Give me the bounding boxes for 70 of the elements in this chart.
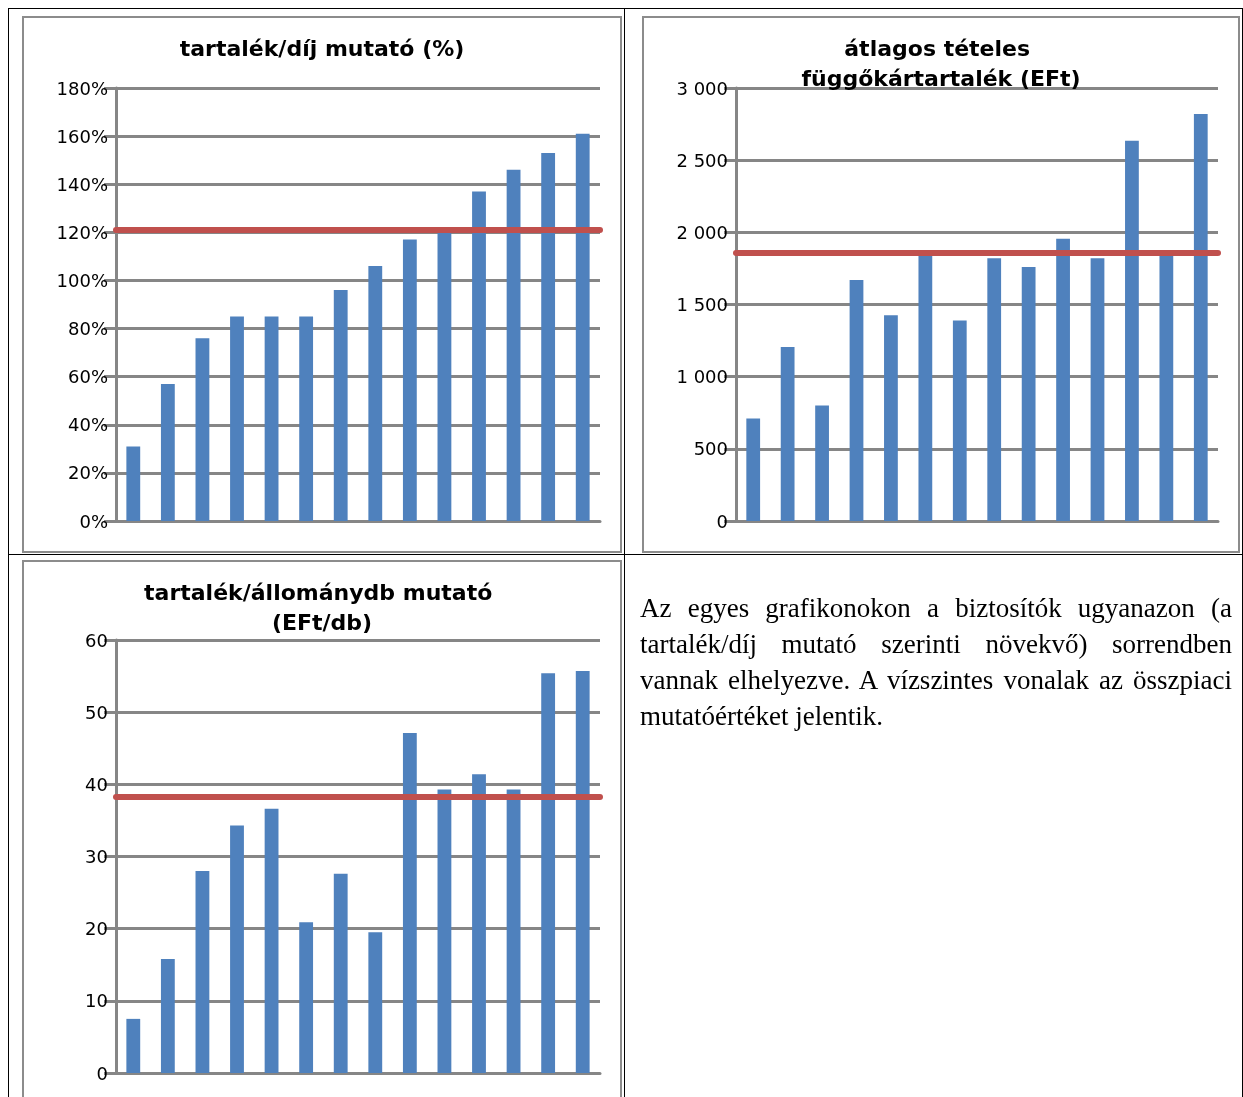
bar [299,922,314,1073]
bar [472,774,486,1073]
bar [1125,140,1139,521]
bar [230,825,244,1073]
bar [333,873,348,1073]
bar [746,418,761,521]
y-tick-label: 500 [693,438,728,460]
y-tick-label: 180% [56,77,108,99]
bar [160,383,175,521]
bar [541,152,556,521]
bar [126,1018,141,1073]
bar [437,232,452,521]
bar [402,733,417,1073]
y-tick-label: 120% [56,221,108,243]
bar [918,253,933,521]
bar [195,870,210,1073]
y-tick-label: 0 [716,510,728,532]
y-tick-label: 1 500 [676,294,728,315]
bar [368,266,383,521]
y-tick-label: 100% [56,269,108,291]
bar [575,671,590,1073]
y-tick-label: 140% [56,173,108,195]
bar [437,789,452,1073]
chart-title: tartalék/díj mutató (%) [179,35,465,61]
bar [264,808,279,1073]
bar [506,169,521,521]
bar [1090,258,1105,521]
y-tick-label: 3 000 [676,77,728,99]
y-tick-label: 2 500 [676,149,728,171]
bar [506,789,521,1073]
bar [333,290,348,521]
bar [160,958,175,1073]
bar [987,258,1002,521]
bar [952,320,967,521]
y-tick-label: 30 [85,846,108,867]
y-tick-label: 60 [85,629,108,651]
y-tick-label: 0% [79,510,108,532]
y-tick-label: 20 [85,918,108,940]
bar [541,673,556,1073]
bar [402,239,417,521]
y-tick-label: 0 [96,1062,108,1084]
y-tick-label: 60% [67,366,108,388]
y-tick-label: 40% [67,414,108,436]
bar [1021,266,1036,521]
bar [368,932,383,1073]
bar [264,316,279,521]
bar [230,316,244,521]
bar [472,191,486,521]
bar [815,405,829,521]
y-tick-label: 2 000 [676,221,728,243]
bar [1193,113,1208,521]
y-tick-label: 50 [85,701,108,723]
bar [1056,238,1070,521]
bar [299,316,314,521]
y-tick-label: 40 [85,773,108,795]
y-tick-label: 20% [67,462,108,484]
y-tick-label: 1 000 [676,366,728,388]
bar [884,315,898,521]
bar [849,279,864,521]
bar [780,347,795,521]
y-tick-label: 80% [67,318,108,340]
chart-title: átlagos tételes függőkártartalék (EFt) [801,35,1081,91]
bar [195,338,210,521]
chart-title: tartalék/állománydb mutató (EFt/db) [144,579,500,635]
bar [126,446,141,521]
bar [1159,253,1174,521]
bar [575,133,590,521]
text: Az egyes grafikonokon a biztosítók ugyanazon (a tartalék/díj mutató szerinti növekvő) sorrendben vannak elhelyezve. A vízszintes vonalak az összpiaci mutatóértéket jelentik. [640,592,1232,733]
y-tick-label: 10 [85,990,108,1012]
y-tick-label: 160% [56,125,108,147]
